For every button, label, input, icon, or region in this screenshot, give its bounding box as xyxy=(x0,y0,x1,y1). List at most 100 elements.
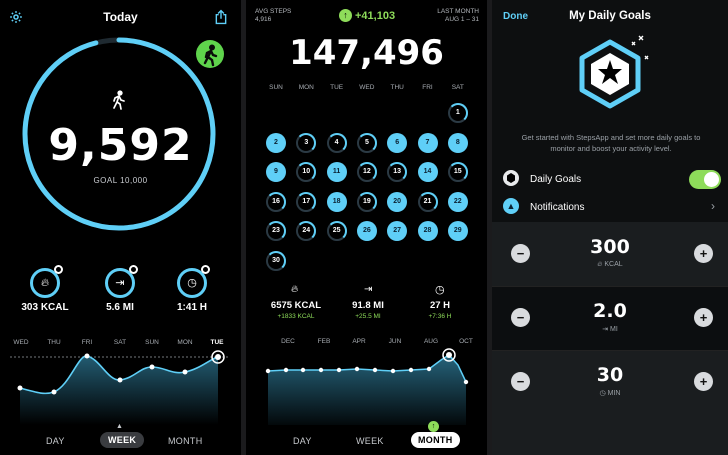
weekday-label: WED xyxy=(359,84,375,91)
calendar-day[interactable]: 6 xyxy=(387,132,408,153)
calendar-day[interactable]: 26 xyxy=(356,221,377,241)
day-label: SUN xyxy=(145,339,159,346)
weekday-label: THU xyxy=(390,84,404,91)
unit-text: MIN xyxy=(607,390,621,397)
star-badge-icon xyxy=(579,35,649,109)
notifications-label[interactable]: Notifications xyxy=(530,202,585,213)
calendar-day[interactable]: 28 xyxy=(417,221,438,241)
month-label: APR xyxy=(352,338,366,345)
increase-button[interactable]: + xyxy=(694,308,713,327)
calendar-day[interactable]: 22 xyxy=(447,191,468,212)
calendar-day[interactable]: 10 xyxy=(296,162,317,182)
weekday-label: SAT xyxy=(451,84,464,91)
calendar-day[interactable]: 25 xyxy=(326,221,347,241)
calendar-day[interactable]: 18 xyxy=(326,191,347,212)
month-kcal-delta: +1833 KCAL xyxy=(277,313,315,320)
steps-goal: GOAL 10,000 xyxy=(93,176,148,185)
calendar-day[interactable]: 17 xyxy=(296,191,317,212)
calendar-day[interactable]: 14 xyxy=(417,162,438,182)
goal-badge-icon xyxy=(503,170,519,186)
distance-goal-unit: ⇥ MI xyxy=(602,326,618,333)
tab-indicator-icon: ↑ xyxy=(428,421,439,432)
calendar-day[interactable]: 16 xyxy=(266,191,286,212)
calendar-day[interactable]: 23 xyxy=(266,221,286,241)
calendar-day[interactable]: 15 xyxy=(447,162,468,182)
calendar-day[interactable]: 29 xyxy=(447,221,468,241)
day-label: WED xyxy=(13,339,29,346)
month-distance: 91.8 MI xyxy=(352,300,384,311)
day-label-current: TUE xyxy=(210,339,224,346)
calendar-day[interactable]: 2 xyxy=(266,132,286,153)
unit-text: KCAL xyxy=(604,261,623,268)
time-goal-section: − 30 ◷ MIN + xyxy=(492,350,728,455)
calendar-day[interactable]: 20 xyxy=(387,191,408,212)
chevron-right-icon[interactable]: › xyxy=(711,199,715,213)
month-label: FEB xyxy=(317,338,331,345)
daily-goals-toggle[interactable] xyxy=(689,170,721,189)
decrease-button[interactable]: − xyxy=(511,372,530,391)
month-label: OCT xyxy=(459,338,473,345)
distance-ring: ⇥ xyxy=(105,265,138,298)
month-kcal: 6575 KCAL xyxy=(270,300,322,311)
calendar-day[interactable]: 3 xyxy=(296,132,317,153)
daily-goals-panel: Done My Daily Goals Get started with Ste… xyxy=(492,0,728,455)
walker-icon xyxy=(110,90,128,115)
increase-button[interactable]: + xyxy=(694,244,713,263)
bell-icon: ▲ xyxy=(503,198,519,214)
kcal-goal-value: 300 xyxy=(590,236,630,258)
delta-steps: +41,103 xyxy=(355,10,396,22)
month-label: AUG xyxy=(423,338,439,345)
weekday-label: MON xyxy=(298,84,314,91)
kcal-ring: 🔥︎ xyxy=(30,265,63,298)
month-label: DEC xyxy=(281,338,295,345)
calendar-day[interactable]: 12 xyxy=(356,162,377,182)
unit-text: MI xyxy=(610,326,618,333)
calendar-day[interactable]: 4 xyxy=(326,132,347,153)
week-steps-chart xyxy=(10,350,228,425)
calendar-day[interactable]: 11 xyxy=(326,162,347,182)
tab-month[interactable]: MONTH xyxy=(411,432,460,448)
calendar-day[interactable]: 13 xyxy=(387,162,408,182)
month-total-steps: 147,496 xyxy=(289,33,444,73)
page-title: Today xyxy=(103,10,138,24)
day-label: FRI xyxy=(81,339,93,346)
month-time: 27 H xyxy=(429,300,451,311)
tab-week[interactable]: WEEK xyxy=(100,432,145,448)
period-label: LAST MONTH xyxy=(437,8,479,15)
clock-icon: ◷ xyxy=(187,277,197,289)
avg-steps-label: AVG STEPS xyxy=(255,8,292,15)
arrow-icon: ⇥ xyxy=(364,284,373,295)
calendar-day[interactable]: 1 xyxy=(447,103,468,123)
increase-button[interactable]: + xyxy=(694,372,713,391)
calendar-day[interactable]: 19 xyxy=(356,191,377,212)
tab-day[interactable]: DAY xyxy=(293,436,312,446)
today-panel: Today 9,592 GOAL 10,000 🔥︎ ⇥ ◷ 303 KCAL … xyxy=(0,0,241,455)
tab-month[interactable]: MONTH xyxy=(168,436,203,446)
calendar-day[interactable]: 21 xyxy=(417,191,438,212)
time-value: 1:41 H xyxy=(176,302,207,313)
calendar-day[interactable]: 5 xyxy=(356,132,377,153)
decrease-button[interactable]: − xyxy=(511,244,530,263)
share-icon[interactable] xyxy=(214,9,228,30)
tab-week[interactable]: WEEK xyxy=(356,436,384,446)
tab-day[interactable]: DAY xyxy=(46,436,65,446)
month-time-delta: +7:36 H xyxy=(428,313,452,320)
done-button[interactable]: Done xyxy=(503,11,528,22)
clock-icon: ◷ xyxy=(435,284,445,296)
weekday-label: TUE xyxy=(330,84,344,91)
flame-icon: 🔥︎ xyxy=(40,277,50,289)
steps-count: 9,592 xyxy=(48,120,193,171)
calendar-day[interactable]: 8 xyxy=(447,132,468,153)
goals-description: Get started with StepsApp and set more d… xyxy=(521,133,701,153)
yearly-steps-chart xyxy=(265,348,469,425)
calendar-day[interactable]: 24 xyxy=(296,221,317,241)
calendar-day[interactable]: 27 xyxy=(387,221,408,241)
gear-icon[interactable] xyxy=(9,10,23,29)
daily-goals-label: Daily Goals xyxy=(530,174,582,185)
calendar-day[interactable]: 9 xyxy=(266,162,286,182)
calendar-day[interactable]: 30 xyxy=(266,250,286,271)
calendar-day[interactable]: 7 xyxy=(417,132,438,153)
arrow-icon: ⇥ xyxy=(115,277,125,289)
day-label: SAT xyxy=(113,339,127,346)
decrease-button[interactable]: − xyxy=(511,308,530,327)
